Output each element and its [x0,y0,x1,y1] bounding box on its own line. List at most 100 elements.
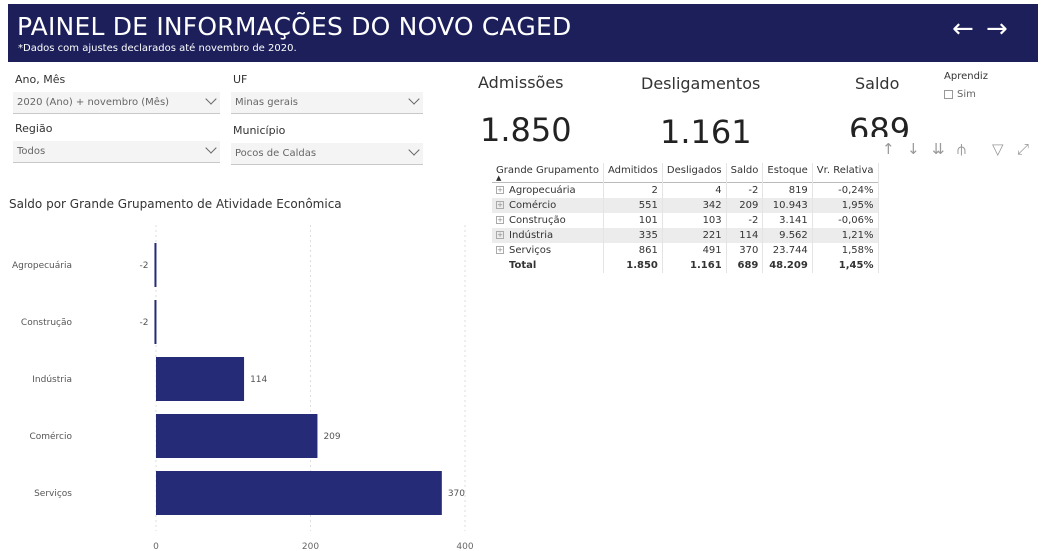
bar [154,243,157,287]
table-cell: 370 [726,242,764,258]
table-cell: 2 [603,182,663,198]
table-cell: -2 [726,212,764,228]
table-cell: -2 [726,182,764,198]
saldo-label: Saldo [855,74,900,93]
ano-mes-dropdown[interactable]: 2020 (Ano) + novembro (Mês) [13,92,220,114]
table-cell: 1.850 [603,257,663,273]
category-label: Agropecuária [12,261,72,271]
chevron-down-icon [408,144,420,156]
bar [156,357,245,401]
category-label: Indústria [32,375,72,385]
row-label[interactable]: + Indústria [492,227,604,243]
column-header-label: Grande Grupamento [496,165,599,176]
column-header[interactable]: Admitidos [603,163,663,183]
row-label-text: Indústria [509,229,554,241]
uf-label: UF [233,73,248,86]
column-header[interactable]: Estoque [762,163,813,183]
row-label[interactable]: + Comércio [492,197,604,213]
chevron-down-icon [205,93,217,105]
table-cell: 1,45% [812,257,879,273]
table-cell: 861 [603,242,663,258]
table-cell: -0,24% [812,182,879,198]
data-label: -2 [139,318,148,328]
table-row: + Agropecuária 2 4 -2 819 -0,24% [492,182,879,198]
ano-mes-value: 2020 (Ano) + novembro (Mês) [17,97,170,108]
table-cell: 342 [662,197,727,213]
desligamentos-label: Desligamentos [641,74,761,93]
municipio-dropdown[interactable]: Pocos de Caldas [231,143,423,165]
double-arrow-down-icon[interactable]: ⇊ [932,140,945,158]
table-cell: 48.209 [762,257,813,273]
table-total-row: Total 1.850 1.161 689 48.209 1,45% [492,257,879,273]
table-row: + Serviços 861 491 370 23.744 1,58% [492,242,879,258]
saldo-value: 689 [849,111,911,149]
x-tick-label: 200 [302,542,319,551]
table-row: + Indústria 335 221 114 9.562 1,21% [492,227,879,243]
category-label: Construção [21,318,73,328]
table-row: + Construção 101 103 -2 3.141 -0,06% [492,212,879,228]
expand-plus-icon[interactable]: + [496,215,504,224]
chevron-down-icon [408,93,420,105]
table-cell: 101 [603,212,663,228]
column-header[interactable]: Vr. Relativa [812,163,879,183]
page-title: PAINEL DE INFORMAÇÕES DO NOVO CAGED [17,12,572,41]
arrow-down-icon[interactable]: ↓ [907,140,920,158]
table-cell: 335 [603,227,663,243]
regiao-label: Região [15,122,53,135]
back-arrow-icon[interactable]: ← [952,14,974,44]
expand-plus-icon[interactable]: + [496,230,504,239]
uf-dropdown[interactable]: Minas gerais [231,92,423,114]
bar [154,300,157,344]
table-cell: 819 [762,182,813,198]
report-header: PAINEL DE INFORMAÇÕES DO NOVO CAGED *Dad… [8,4,1038,62]
admissoes-label: Admissões [478,73,564,92]
table-cell: 103 [662,212,727,228]
table-cell: 1,95% [812,197,879,213]
forward-arrow-icon[interactable]: → [986,14,1008,44]
aprendiz-sim-checkbox[interactable]: Sim [944,89,976,100]
grupamento-matrix: Grande Grupamento ▲ Admitidos Desligados … [492,163,879,273]
column-header[interactable]: Saldo [726,163,764,183]
table-cell: 1,58% [812,242,879,258]
regiao-dropdown[interactable]: Todos [13,141,220,163]
aprendiz-label: Aprendiz [944,71,988,82]
row-label[interactable]: + Construção [492,212,604,228]
table-cell: 209 [726,197,764,213]
expand-plus-icon[interactable]: + [496,245,504,254]
row-label-text: Serviços [509,244,552,256]
table-cell: 689 [726,257,764,273]
chevron-down-icon [205,142,217,154]
admissoes-value: 1.850 [480,111,572,149]
row-label[interactable]: + Agropecuária [492,182,604,198]
column-header[interactable]: Grande Grupamento ▲ [492,163,604,183]
x-tick-label: 0 [153,542,159,551]
data-label: 370 [448,489,465,499]
expand-plus-icon[interactable]: + [496,200,504,209]
saldo-bar-chart: 0 200 400 Agropecuária -2 Construção -2 Indústr… [12,225,474,551]
uf-value: Minas gerais [235,97,298,108]
column-header[interactable]: Desligados [662,163,727,183]
bar [156,471,442,515]
row-label-text: Agropecuária [509,184,576,196]
data-label: 114 [250,375,267,385]
table-cell: 9.562 [762,227,813,243]
page-subtitle: *Dados com ajustes declarados até novemb… [18,43,297,54]
filter-icon[interactable]: ▽ [992,140,1004,158]
row-label-text: Comércio [509,199,557,211]
expand-plus-icon[interactable]: + [496,185,504,194]
expand-hierarchy-icon[interactable]: ⫛ [957,140,966,158]
table-cell: 23.744 [762,242,813,258]
focus-mode-icon[interactable]: ⤢ [1017,140,1030,158]
table-cell: 1,21% [812,227,879,243]
category-label: Comércio [29,431,72,442]
row-label[interactable]: + Serviços [492,242,604,258]
regiao-value: Todos [17,146,46,157]
chart-title: Saldo por Grande Grupamento de Atividade… [9,197,342,211]
sort-ascending-icon: ▲ [496,174,502,182]
table-cell: 4 [662,182,727,198]
row-label-text: Construção [509,214,566,226]
aprendiz-sim-label: Sim [957,89,976,100]
table-cell: 10.943 [762,197,813,213]
municipio-value: Pocos de Caldas [235,148,317,159]
arrow-up-icon[interactable]: ↑ [882,140,895,158]
